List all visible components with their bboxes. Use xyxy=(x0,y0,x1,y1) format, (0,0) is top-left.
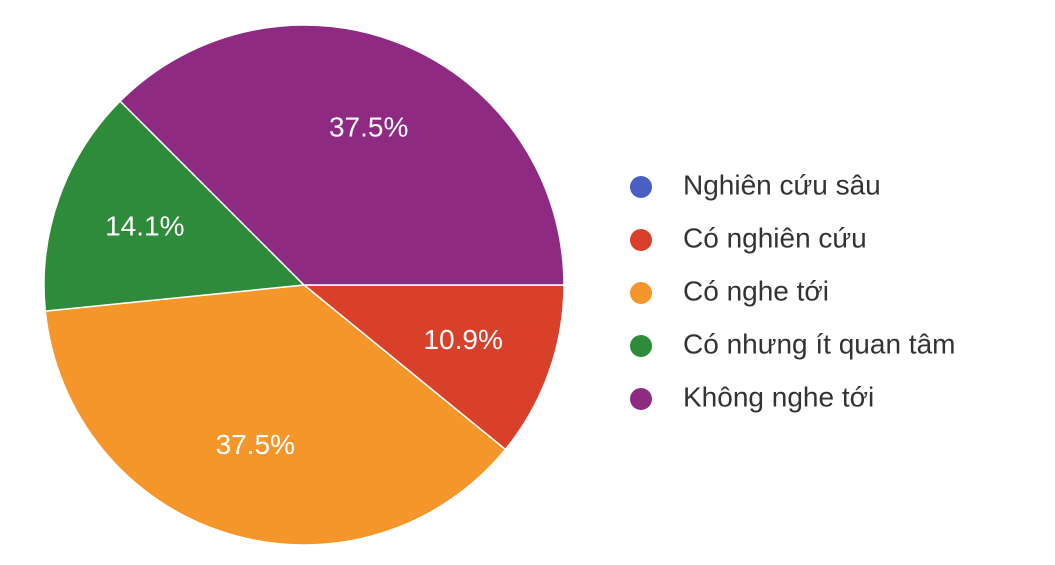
pie-slice xyxy=(43,100,306,312)
pie-slice xyxy=(119,24,565,286)
legend-label: Có nghiên cứu xyxy=(683,222,867,253)
legend-marker xyxy=(630,388,652,410)
value-label: 37.5% xyxy=(329,111,408,142)
legend-label: Không nghe tới xyxy=(683,381,874,412)
pie-slice xyxy=(301,284,565,451)
pie-slice xyxy=(44,284,507,546)
legend-marker xyxy=(630,282,652,304)
legend-marker xyxy=(630,229,652,251)
legend-marker xyxy=(630,176,652,198)
value-label: 37.5% xyxy=(216,429,295,460)
legend-label: Có nhưng ít quan tâm xyxy=(683,328,955,359)
legend-marker xyxy=(630,335,652,357)
value-label: 14.1% xyxy=(105,211,184,242)
legend-label: Có nghe tới xyxy=(683,275,829,306)
legend-label: Nghiên cứu sâu xyxy=(683,169,881,200)
value-label: 10.9% xyxy=(423,324,502,355)
